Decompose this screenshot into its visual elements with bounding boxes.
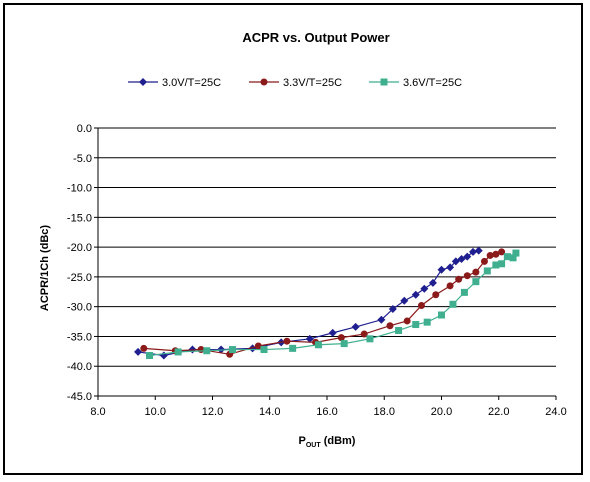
y-tick-label: -15.0	[67, 212, 92, 224]
data-point	[437, 265, 446, 274]
x-tick-label: 18.0	[374, 406, 395, 418]
data-point	[340, 340, 348, 348]
legend-label: 3.3V/T=25C	[283, 77, 342, 89]
x-tick-label: 14.0	[259, 406, 280, 418]
data-point	[509, 254, 517, 262]
data-point	[254, 342, 262, 350]
data-point	[146, 352, 154, 360]
data-point	[423, 318, 431, 326]
data-point	[248, 344, 257, 353]
x-axis-label: POUT (dBm)	[299, 435, 356, 449]
data-point	[328, 328, 337, 337]
data-point	[492, 261, 500, 269]
x-tick-label: 12.0	[202, 406, 223, 418]
chart-title: ACPR vs. Output Power	[242, 30, 389, 45]
data-point	[203, 347, 211, 355]
y-tick-label: -30.0	[67, 302, 92, 314]
data-point	[463, 252, 472, 261]
data-point	[446, 282, 454, 290]
data-point	[289, 344, 297, 352]
data-point	[411, 290, 420, 299]
y-tick-label: -25.0	[67, 272, 92, 284]
data-point	[492, 250, 500, 258]
y-tick-label: -10.0	[67, 183, 92, 195]
legend-item: 3.6V/T=25C	[369, 77, 462, 89]
data-point	[460, 288, 468, 296]
data-point	[229, 346, 237, 354]
series-group	[134, 246, 520, 360]
x-tick-label: 10.0	[145, 406, 166, 418]
data-point	[468, 247, 477, 256]
x-axis-label-unit: (dBm)	[321, 435, 356, 447]
x-tick-label: 8.0	[90, 406, 105, 418]
legend-marker	[139, 78, 147, 86]
data-point	[351, 322, 360, 331]
y-tick-label: -45.0	[67, 391, 92, 403]
data-point	[457, 255, 466, 264]
data-point	[512, 249, 520, 257]
data-point	[337, 334, 345, 342]
data-point	[483, 267, 491, 275]
data-point	[360, 330, 368, 338]
axes	[97, 128, 557, 400]
data-point	[428, 278, 437, 287]
x-tick-labels: 8.0 10.0 12.0 14.0 16.0 18.0 20.0 22.0 24.0	[90, 406, 566, 418]
data-point	[417, 301, 425, 309]
data-point	[449, 300, 457, 308]
legend-item: 3.0V/T=25C	[128, 77, 221, 89]
y-axis-label: ACPR/1Ch (dBc)	[39, 225, 51, 312]
data-point	[455, 275, 463, 283]
data-point	[412, 321, 420, 329]
data-point	[305, 334, 314, 343]
data-point	[503, 253, 511, 261]
data-point	[432, 291, 440, 299]
x-tick-label: 24.0	[545, 406, 566, 418]
legend-label: 3.0V/T=25C	[162, 77, 221, 89]
x-tick-label: 22.0	[488, 406, 509, 418]
data-point	[395, 326, 403, 334]
data-point	[140, 344, 148, 352]
data-point	[403, 317, 411, 325]
x-axis-label-sub: OUT	[306, 442, 322, 449]
data-point	[480, 257, 488, 265]
data-point	[451, 257, 460, 266]
data-point	[134, 347, 143, 356]
x-tick-label: 20.0	[431, 406, 452, 418]
data-point	[474, 246, 483, 255]
y-tick-label: -35.0	[67, 331, 92, 343]
data-point	[314, 341, 322, 349]
data-point	[486, 251, 494, 259]
y-tick-labels: 0.0 -5.0 -10.0 -15.0 -20.0 -25.0 -30.0 -35.0 -40…	[67, 123, 92, 403]
legend-label: 3.6V/T=25C	[403, 77, 462, 89]
data-point	[386, 322, 394, 330]
data-point	[366, 335, 374, 343]
data-point	[498, 248, 506, 256]
y-tick-label: 0.0	[77, 123, 92, 135]
x-tick-label: 16.0	[316, 406, 337, 418]
data-point	[174, 348, 182, 356]
x-axis-label-main: P	[299, 435, 306, 447]
data-point	[446, 263, 455, 272]
data-point	[463, 272, 471, 280]
y-tick-label: -5.0	[73, 153, 92, 165]
chart-legend: 3.0V/T=25C 3.3V/T=25C 3.6V/T=25C	[128, 77, 462, 89]
data-point	[283, 337, 291, 345]
data-point	[388, 305, 397, 314]
series-3	[146, 249, 520, 360]
data-point	[472, 268, 480, 276]
data-point	[420, 284, 429, 293]
y-tick-label: -40.0	[67, 361, 92, 373]
legend-marker	[380, 78, 388, 86]
data-point	[377, 315, 386, 324]
legend-item: 3.3V/T=25C	[249, 77, 342, 89]
data-point	[400, 296, 409, 305]
y-tick-label: -20.0	[67, 242, 92, 254]
data-point	[438, 311, 445, 319]
data-point	[498, 260, 506, 268]
data-point	[472, 278, 480, 286]
data-point	[260, 346, 268, 354]
legend-marker	[260, 78, 268, 86]
